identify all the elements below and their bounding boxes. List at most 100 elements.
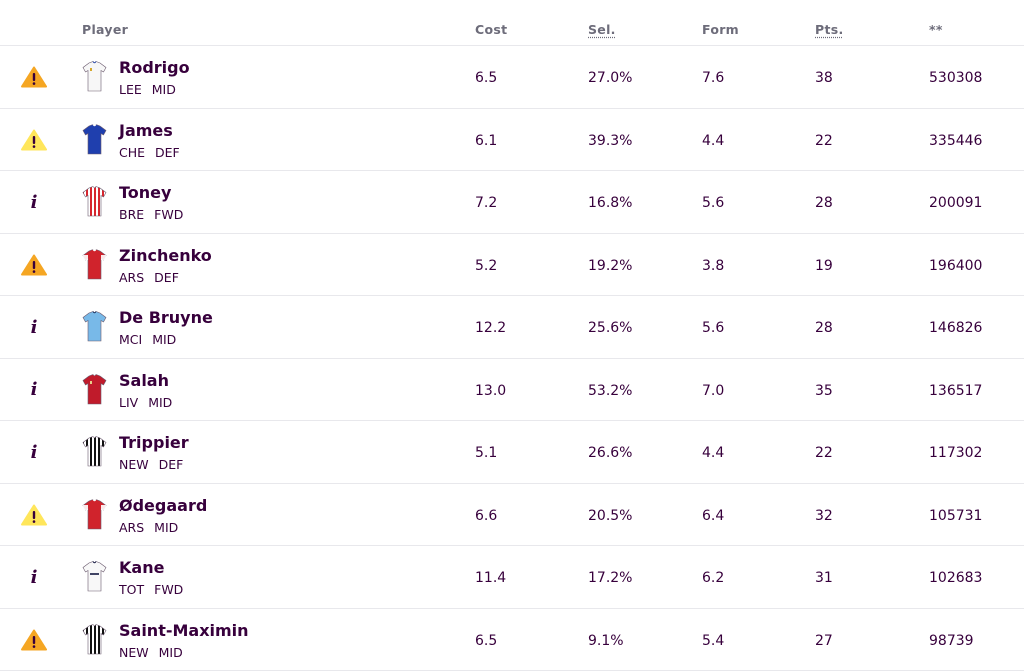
team-shirt-icon [82,623,107,656]
transfers-value: 530308 [929,70,982,86]
selected-value: 25.6% [588,320,632,336]
team-shirt-icon [82,498,107,531]
points-value: 28 [815,320,833,336]
info-icon[interactable]: i [20,190,48,214]
cost-value: 5.1 [475,445,497,461]
form-value: 5.4 [702,633,724,649]
player-name[interactable]: James [119,121,173,140]
player-position: FWD [154,207,183,222]
warning-orange-icon[interactable] [20,65,48,89]
cost-value: 5.2 [475,258,497,274]
team-shirt-icon [82,373,107,406]
player-team: NEW [119,457,149,472]
points-value: 32 [815,508,833,524]
selected-value: 9.1% [588,633,624,649]
form-value: 6.4 [702,508,724,524]
team-shirt-icon [82,60,107,93]
header-selected[interactable]: Sel. [588,22,616,37]
player-name[interactable]: Kane [119,558,164,577]
player-name[interactable]: Ødegaard [119,496,207,515]
cost-value: 7.2 [475,195,497,211]
transfers-value: 98739 [929,633,974,649]
cost-value: 13.0 [475,383,506,399]
cost-value: 6.1 [475,133,497,149]
points-value: 22 [815,133,833,149]
transfers-value: 200091 [929,195,982,211]
transfers-value: 146826 [929,320,982,336]
cost-value: 6.6 [475,508,497,524]
player-team: TOT [119,582,144,597]
info-icon[interactable]: i [20,378,48,402]
player-name[interactable]: Saint-Maximin [119,621,249,640]
info-icon[interactable]: i [20,440,48,464]
player-name[interactable]: De Bruyne [119,308,213,327]
info-icon[interactable]: i [20,315,48,339]
player-position: MID [154,520,178,535]
selected-value: 20.5% [588,508,632,524]
team-shirt-icon [82,248,107,281]
player-position: DEF [159,457,184,472]
transfers-value: 196400 [929,258,982,274]
player-name[interactable]: Salah [119,371,169,390]
player-team: ARS [119,270,144,285]
header-player[interactable]: Player [82,22,128,37]
form-value: 7.6 [702,70,724,86]
header-form[interactable]: Form [702,22,739,37]
header-transfers[interactable]: ** [929,22,943,37]
points-value: 19 [815,258,833,274]
cost-value: 6.5 [475,70,497,86]
player-team: NEW [119,645,149,660]
points-value: 31 [815,570,833,586]
points-value: 28 [815,195,833,211]
player-meta: NEW DEF [119,457,183,472]
player-name[interactable]: Trippier [119,433,189,452]
player-name[interactable]: Toney [119,183,171,202]
header-cost[interactable]: Cost [475,22,507,37]
team-shirt-icon [82,560,107,593]
player-position: FWD [154,582,183,597]
points-value: 35 [815,383,833,399]
player-team: LEE [119,82,142,97]
transfers-value: 335446 [929,133,982,149]
player-name[interactable]: Zinchenko [119,246,212,265]
form-value: 4.4 [702,445,724,461]
player-team: ARS [119,520,144,535]
warning-yellow-icon[interactable] [20,503,48,527]
form-value: 5.6 [702,195,724,211]
cost-value: 11.4 [475,570,506,586]
warning-orange-icon[interactable] [20,628,48,652]
info-icon[interactable]: i [20,565,48,589]
cost-value: 12.2 [475,320,506,336]
points-value: 22 [815,445,833,461]
team-shirt-icon [82,310,107,343]
warning-orange-icon[interactable] [20,253,48,277]
selected-value: 16.8% [588,195,632,211]
player-team: CHE [119,145,145,160]
transfers-value: 105731 [929,508,982,524]
selected-value: 53.2% [588,383,632,399]
selected-value: 27.0% [588,70,632,86]
player-name[interactable]: Rodrigo [119,58,190,77]
header-points[interactable]: Pts. [815,22,844,37]
transfers-value: 117302 [929,445,982,461]
player-position: MID [152,82,176,97]
player-meta: TOT FWD [119,582,183,597]
points-value: 27 [815,633,833,649]
table-row[interactable]: Ødegaard ARS MID 6.6 20.5% 6.4 32 105731 [0,484,1024,547]
warning-yellow-icon[interactable] [20,128,48,152]
player-team: MCI [119,332,142,347]
